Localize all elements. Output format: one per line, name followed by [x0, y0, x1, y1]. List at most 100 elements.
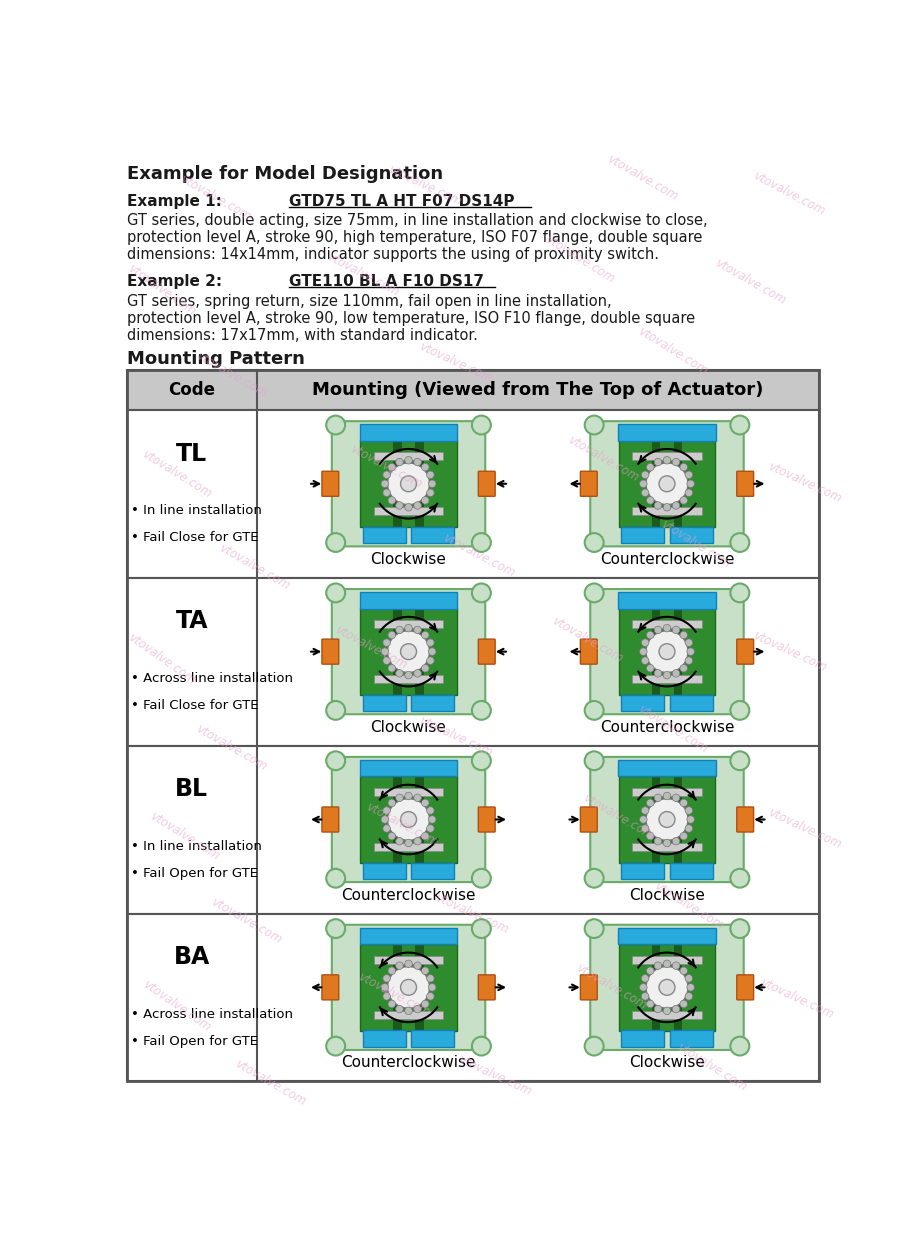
Circle shape	[679, 799, 686, 806]
Text: vtovalve.com: vtovalve.com	[125, 631, 198, 688]
Circle shape	[730, 701, 748, 719]
Circle shape	[414, 501, 421, 509]
FancyBboxPatch shape	[736, 639, 753, 664]
FancyBboxPatch shape	[478, 471, 494, 496]
Circle shape	[685, 489, 692, 496]
Text: Code: Code	[168, 381, 215, 399]
Circle shape	[672, 1005, 679, 1013]
Bar	[392, 609, 402, 696]
Bar	[359, 425, 457, 441]
Text: vtovalve.com: vtovalve.com	[324, 249, 401, 299]
Bar	[411, 527, 454, 543]
Circle shape	[685, 993, 692, 1000]
Circle shape	[663, 1007, 670, 1014]
Bar	[414, 609, 424, 696]
Text: Clockwise: Clockwise	[629, 1056, 704, 1071]
Text: vtovalve.com: vtovalve.com	[363, 800, 439, 849]
Circle shape	[380, 984, 388, 992]
Circle shape	[395, 1005, 403, 1013]
Circle shape	[421, 631, 428, 639]
Text: • In line installation: • In line installation	[131, 504, 262, 517]
Circle shape	[414, 838, 421, 845]
Bar	[373, 1011, 443, 1018]
Circle shape	[428, 984, 436, 992]
Circle shape	[404, 504, 412, 512]
Text: vtovalve.com: vtovalve.com	[141, 978, 213, 1034]
Circle shape	[388, 833, 395, 840]
Circle shape	[641, 974, 648, 982]
Circle shape	[641, 825, 648, 833]
Bar	[362, 527, 405, 543]
Circle shape	[380, 648, 388, 655]
Circle shape	[395, 794, 403, 801]
Circle shape	[584, 416, 603, 435]
Circle shape	[685, 639, 692, 646]
Text: Clockwise: Clockwise	[629, 887, 704, 902]
Text: Clockwise: Clockwise	[370, 552, 446, 567]
Text: vtovalve.com: vtovalve.com	[573, 961, 648, 1012]
Circle shape	[685, 825, 692, 833]
Circle shape	[426, 993, 434, 1000]
Circle shape	[679, 464, 686, 471]
Text: vtovalve.com: vtovalve.com	[356, 970, 432, 1019]
Bar	[673, 609, 682, 696]
Circle shape	[471, 751, 491, 770]
Text: Example 1:: Example 1:	[127, 194, 221, 209]
Circle shape	[730, 533, 748, 552]
Bar	[373, 620, 443, 629]
Circle shape	[653, 669, 661, 677]
Text: vtovalve.com: vtovalve.com	[193, 722, 268, 774]
Text: vtovalve.com: vtovalve.com	[347, 442, 424, 491]
Bar	[359, 592, 457, 609]
Circle shape	[663, 456, 670, 464]
FancyBboxPatch shape	[580, 806, 596, 832]
Circle shape	[679, 833, 686, 840]
Circle shape	[471, 1037, 491, 1056]
Circle shape	[421, 799, 428, 806]
Circle shape	[584, 533, 603, 552]
Text: vtovalve.com: vtovalve.com	[635, 325, 709, 378]
FancyBboxPatch shape	[736, 975, 753, 1000]
FancyBboxPatch shape	[590, 588, 743, 714]
Circle shape	[326, 701, 345, 719]
FancyBboxPatch shape	[580, 639, 596, 664]
Circle shape	[730, 751, 748, 770]
Circle shape	[404, 960, 412, 968]
FancyBboxPatch shape	[332, 757, 484, 882]
Circle shape	[584, 869, 603, 887]
FancyBboxPatch shape	[322, 471, 338, 496]
Text: • Fail Open for GTE: • Fail Open for GTE	[131, 867, 258, 879]
Circle shape	[426, 639, 434, 646]
Bar	[618, 760, 715, 776]
Bar	[392, 776, 402, 863]
Text: Counterclockwise: Counterclockwise	[599, 719, 733, 735]
Text: vtovalve.com: vtovalve.com	[386, 163, 463, 209]
Text: GT series, spring return, size 110mm, fail open in line installation,: GT series, spring return, size 110mm, fa…	[127, 295, 610, 310]
Bar	[618, 927, 715, 944]
FancyBboxPatch shape	[580, 471, 596, 496]
Circle shape	[426, 471, 434, 479]
Circle shape	[395, 838, 403, 845]
Circle shape	[404, 839, 412, 847]
Bar	[362, 1031, 405, 1047]
Circle shape	[395, 961, 403, 969]
Text: vtovalve.com: vtovalve.com	[604, 152, 679, 204]
Bar	[618, 440, 714, 527]
Circle shape	[645, 631, 687, 673]
Circle shape	[584, 701, 603, 719]
Bar	[618, 944, 714, 1031]
Bar	[631, 675, 701, 683]
Text: TA: TA	[176, 610, 208, 634]
FancyBboxPatch shape	[478, 639, 494, 664]
Bar	[360, 944, 456, 1031]
Text: protection level A, stroke 90, low temperature, ISO F10 flange, double square: protection level A, stroke 90, low tempe…	[127, 311, 694, 326]
Bar	[651, 776, 660, 863]
Circle shape	[663, 839, 670, 847]
Text: BL: BL	[175, 777, 208, 801]
Circle shape	[658, 476, 675, 491]
Circle shape	[388, 464, 395, 471]
Circle shape	[658, 979, 675, 995]
Text: vtovalve.com: vtovalve.com	[140, 449, 214, 501]
Circle shape	[584, 583, 603, 602]
Circle shape	[414, 1005, 421, 1013]
